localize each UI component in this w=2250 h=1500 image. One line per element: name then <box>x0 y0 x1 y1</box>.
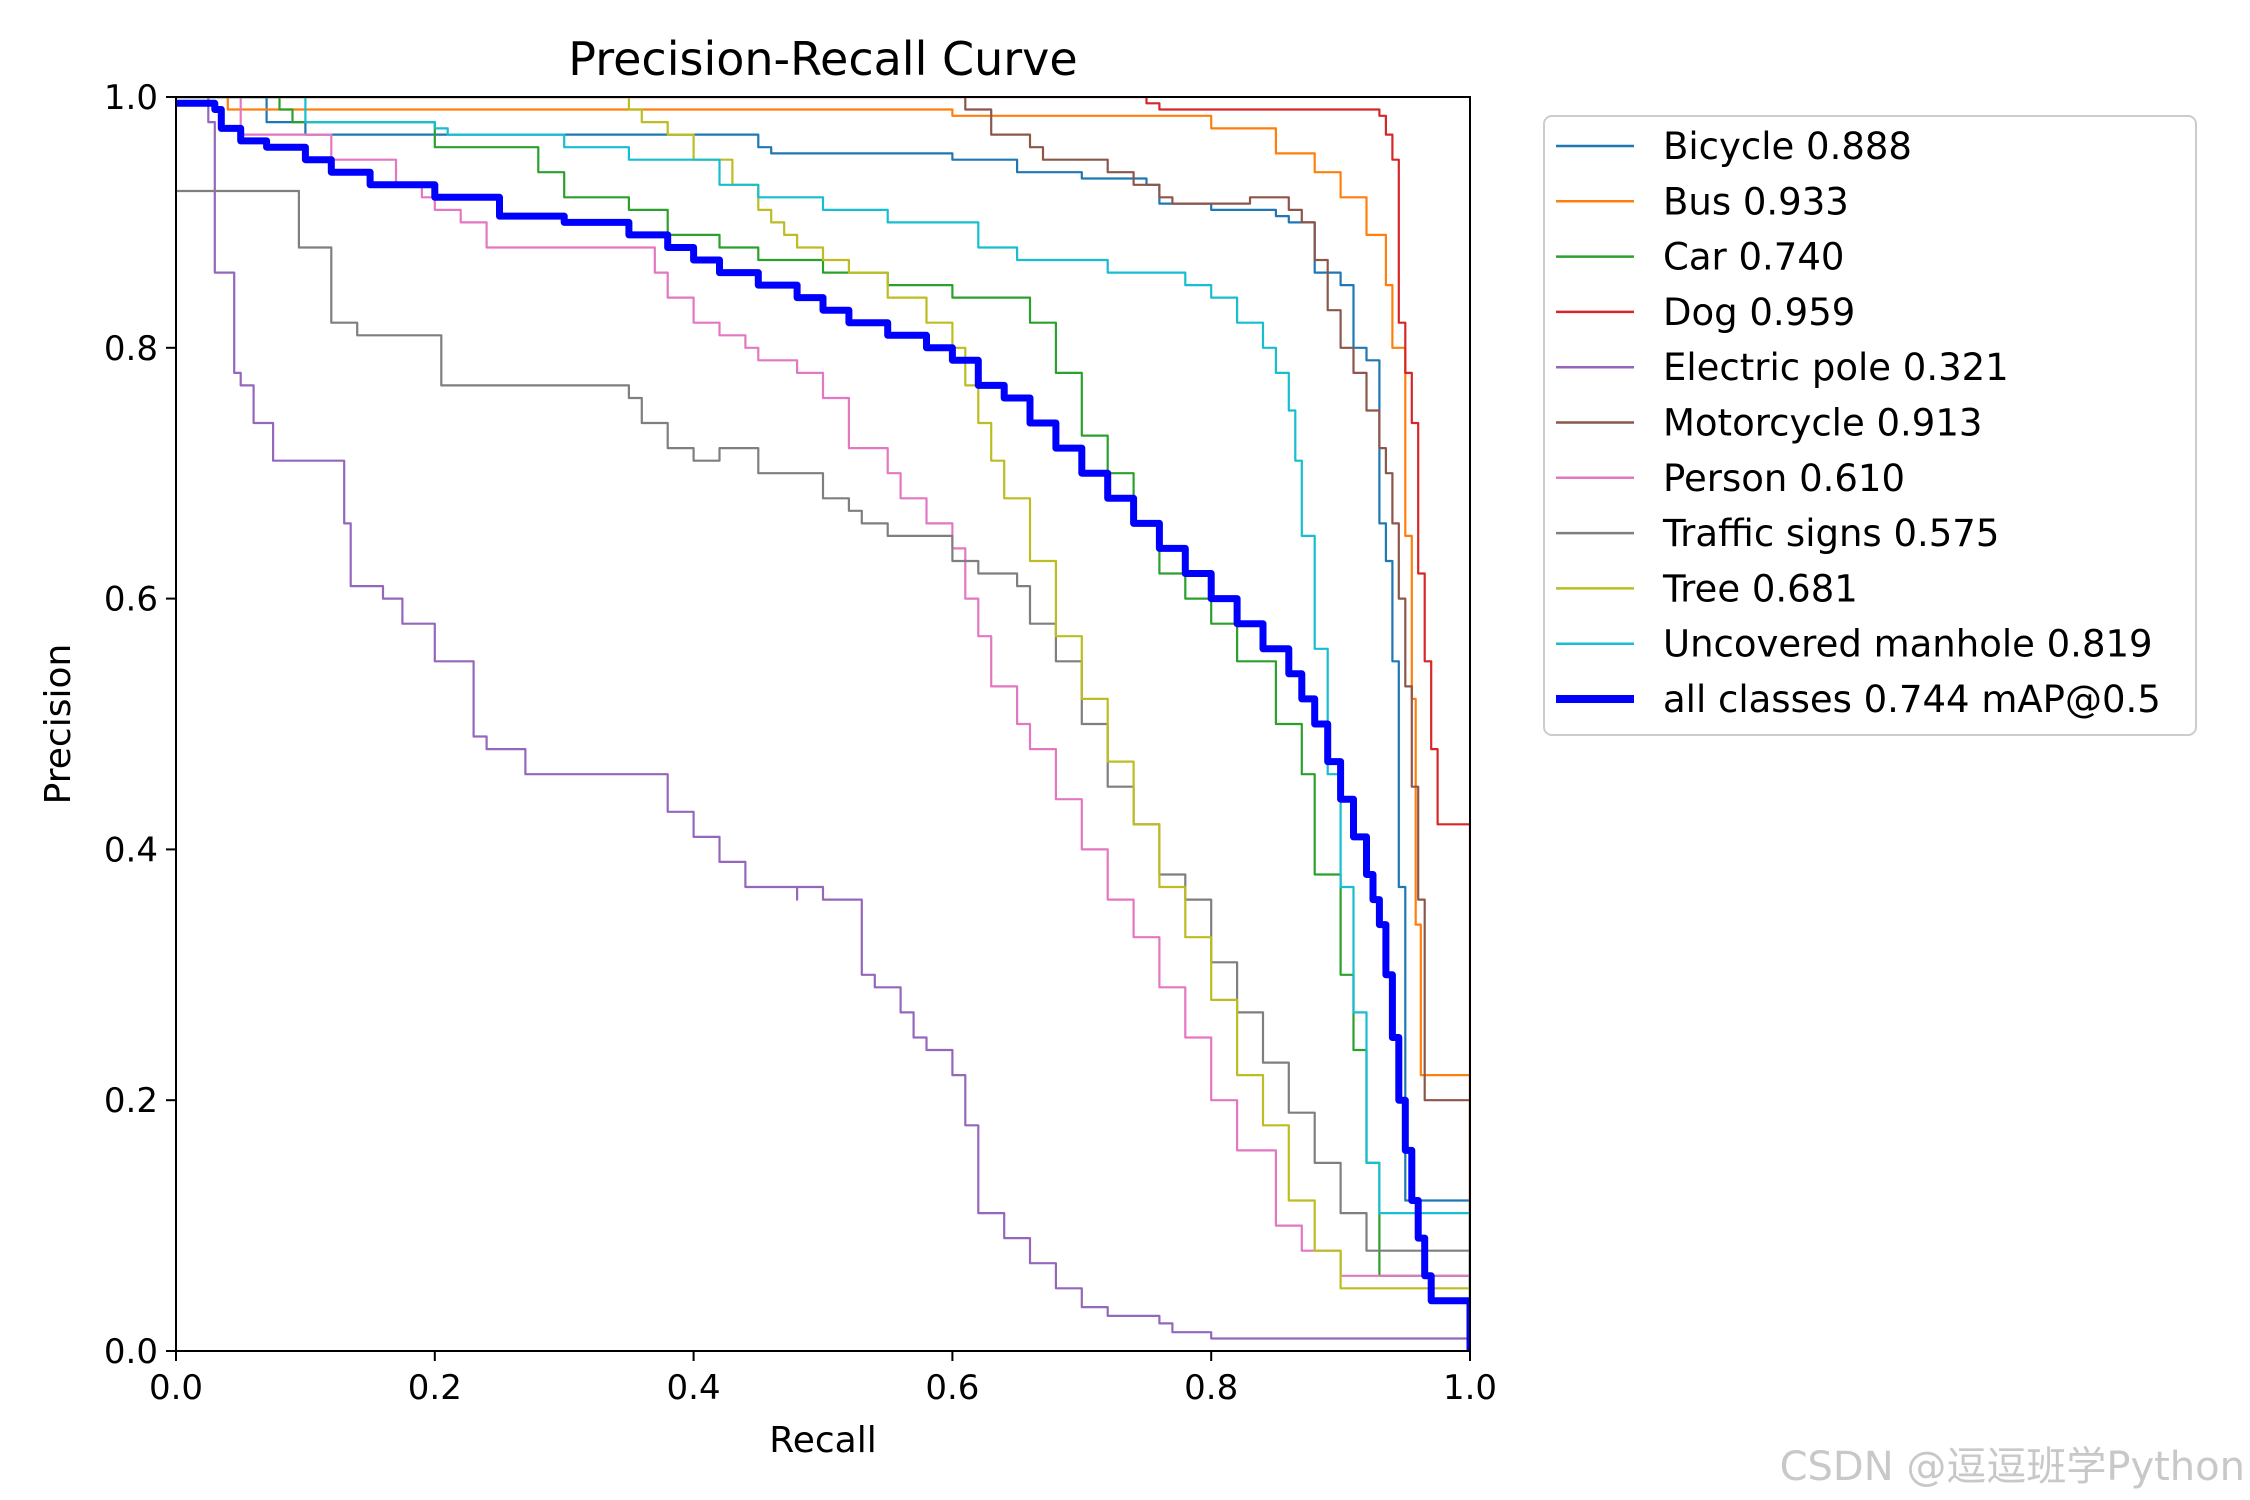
x-tick-label: 1.0 <box>1443 1368 1497 1408</box>
series-group <box>176 97 1470 1351</box>
legend-label: Traffic signs 0.575 <box>1662 512 1999 555</box>
legend-label: Electric pole 0.321 <box>1663 346 2009 389</box>
series-line-bus <box>176 97 1470 1351</box>
series-line-dog <box>176 97 1470 1351</box>
x-tick-label: 0.0 <box>149 1368 203 1408</box>
x-tick-label: 0.2 <box>408 1368 462 1408</box>
chart-title: Precision-Recall Curve <box>568 32 1077 86</box>
x-axis-ticks: 0.0 0.2 0.4 0.6 0.8 1.0 <box>149 1351 1497 1408</box>
legend-label: Uncovered manhole 0.819 <box>1663 623 2153 666</box>
legend-label: all classes 0.744 mAP@0.5 <box>1663 678 2161 721</box>
legend-label: Bus 0.933 <box>1663 180 1849 223</box>
plot-frame <box>175 96 1471 1352</box>
legend-label: Bicycle 0.888 <box>1663 125 1912 168</box>
series-line-all-classes <box>176 99 1470 1351</box>
series-line-uncovered <box>176 97 1470 1351</box>
legend-frame <box>1543 115 2197 736</box>
legend-label: Dog 0.959 <box>1663 291 1855 334</box>
x-tick-label: 0.4 <box>667 1368 721 1408</box>
y-tick-label: 0.6 <box>104 580 158 620</box>
legend-label: Motorcycle 0.913 <box>1663 402 1982 445</box>
legend: Bicycle 0.888 Bus 0.933 Car 0.740 Dog 0.959… <box>1543 115 2197 736</box>
series-line-person <box>176 97 1470 1351</box>
series-line-motorcycle <box>176 97 1470 1351</box>
x-axis-label: Recall <box>769 1420 876 1461</box>
legend-label: Car 0.740 <box>1663 236 1844 279</box>
x-tick-label: 0.8 <box>1184 1368 1238 1408</box>
legend-label: Tree 0.681 <box>1662 567 1858 610</box>
x-tick-label: 0.6 <box>925 1368 979 1408</box>
y-axis-label: Precision <box>38 644 79 805</box>
y-tick-label: 1.0 <box>104 78 158 118</box>
y-tick-label: 0.2 <box>104 1081 158 1121</box>
series-line-bicycle <box>176 97 1470 1351</box>
watermark: CSDN @逗逗班学Python <box>1780 1444 2245 1490</box>
y-axis-ticks: 0.0 0.2 0.4 0.6 0.8 1.0 <box>104 78 176 1372</box>
y-tick-label: 0.4 <box>104 830 158 870</box>
series-line-traffic <box>176 189 1470 1351</box>
y-tick-label: 0.0 <box>104 1332 158 1372</box>
legend-label: Person 0.610 <box>1663 457 1905 500</box>
series-line-car <box>176 97 1470 1351</box>
series-line-electric <box>176 97 1470 1351</box>
y-tick-label: 0.8 <box>104 329 158 369</box>
